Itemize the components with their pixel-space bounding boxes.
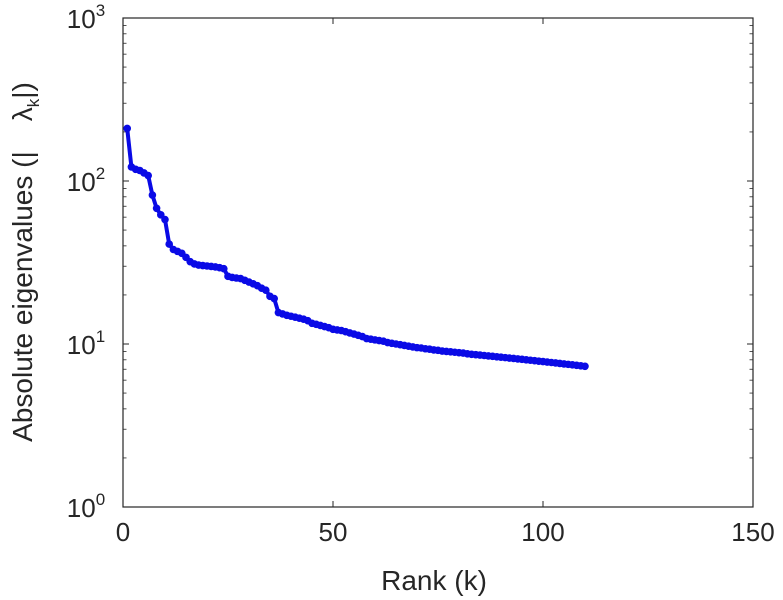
x-tick-label: 150 [731,517,774,547]
y-axis-label-suffix: |) [7,82,38,99]
x-tick-label: 100 [521,517,564,547]
y-tick-exponent: 3 [96,1,105,20]
y-tick-label: 103 [67,1,105,34]
x-axis-label: Rank (k) [381,565,487,596]
y-tick-exponent: 1 [96,327,105,346]
x-tick-label: 50 [319,517,348,547]
plot-area [122,17,754,508]
x-tick-label: 0 [116,517,130,547]
y-axis-label-subscript: k [24,98,43,107]
plot-frame [122,17,754,508]
axis-labels: Rank (k) Absolute eigenvalues (| λk|) [7,82,487,596]
y-tick-label: 100 [67,490,105,523]
data-point [220,264,228,273]
data-point [152,204,161,213]
data-point [144,171,152,180]
data-point [262,286,270,294]
series-line [123,124,589,371]
y-tick-label: 101 [67,327,105,360]
y-tick-base: 10 [67,493,96,523]
data-point [123,124,131,133]
y-tick-base: 10 [67,4,96,34]
y-axis-label: Absolute eigenvalues (| λk|) [7,82,43,442]
y-tick-base: 10 [67,330,96,360]
y-axis-label-prefix: Absolute eigenvalues (| [7,151,38,442]
data-point [148,191,157,199]
y-tick-base: 10 [67,167,96,197]
y-tick-exponent: 0 [96,490,105,509]
data-point [581,362,589,371]
x-axis-ticks: 0 50 100 150 [116,18,775,547]
data-point [270,294,279,303]
data-point [161,215,169,224]
y-tick-label: 102 [67,164,105,197]
y-tick-exponent: 2 [96,164,105,183]
data-point [165,240,173,248]
y-axis-label-lambda: λ [7,107,38,121]
